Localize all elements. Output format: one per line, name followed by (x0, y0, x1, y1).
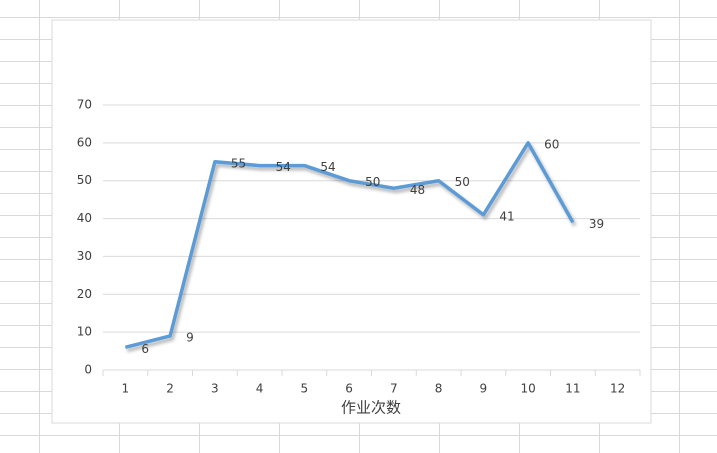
x-axis-title: 作业次数 (341, 399, 401, 417)
chart-area (51, 19, 652, 424)
x-tick-label: 9 (480, 382, 488, 396)
y-tick-label: 70 (77, 98, 92, 112)
y-tick-label: 40 (77, 211, 92, 225)
data-line (124, 141, 575, 349)
data-label: 54 (320, 160, 335, 174)
x-tick-label: 10 (520, 382, 535, 396)
data-label: 54 (276, 160, 291, 174)
y-tick-label: 10 (77, 325, 92, 339)
data-label: 9 (186, 330, 194, 344)
data-label: 50 (455, 175, 470, 189)
data-label: 41 (499, 209, 514, 223)
data-label: 55 (231, 156, 246, 170)
x-tick-label: 11 (565, 382, 580, 396)
x-tick-label: 1 (122, 382, 130, 396)
data-label: 50 (365, 175, 380, 189)
x-tick-label: 7 (390, 382, 398, 396)
x-tick-label: 8 (435, 382, 443, 396)
x-tick-label: 2 (166, 382, 174, 396)
data-label: 39 (589, 217, 604, 231)
y-tick-label: 30 (77, 249, 92, 263)
x-tick-label: 5 (301, 382, 309, 396)
x-tick-label: 3 (211, 382, 219, 396)
x-tick-label: 6 (345, 382, 353, 396)
y-tick-label: 0 (84, 363, 92, 377)
x-tick-label: 4 (256, 382, 264, 396)
y-tick-label: 50 (77, 173, 92, 187)
data-label: 48 (410, 183, 425, 197)
y-tick-label: 20 (77, 287, 92, 301)
x-tick-label: 12 (610, 382, 625, 396)
y-tick-label: 60 (77, 135, 92, 149)
data-label: 6 (141, 342, 149, 356)
data-label: 60 (544, 137, 559, 151)
